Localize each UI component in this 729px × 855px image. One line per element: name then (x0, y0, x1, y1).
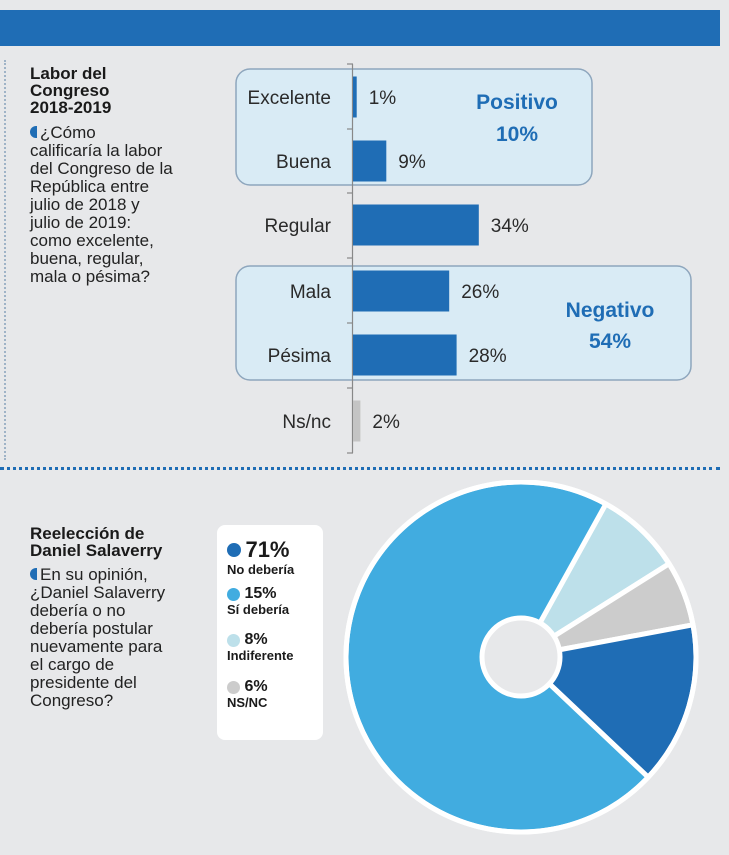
q1-question-line: del Congreso de la (30, 159, 173, 178)
legend-value: 71% (245, 537, 290, 562)
section-separator (0, 467, 720, 470)
q1-title-line: Labor del (30, 64, 107, 83)
q2-title-line: Daniel Salaverry (30, 541, 163, 560)
half-circle-icon (30, 126, 37, 138)
header-banner (0, 10, 720, 46)
category-label: Excelente (248, 88, 331, 109)
legend-label: Indiferente (227, 648, 294, 664)
q2-title: Reelección de Daniel Salaverry (30, 525, 162, 559)
group-value: 54% (589, 330, 631, 353)
q2-title-line: Reelección de (30, 524, 145, 543)
value-label: 34% (491, 216, 529, 237)
q1-question-line: mala o pésima? (30, 267, 151, 286)
q1-title: Labor del Congreso 2018-2019 (30, 65, 111, 116)
q1-question-line: ¿Cómo (40, 123, 96, 142)
bar (353, 76, 357, 118)
q2-question-line: debería postular (30, 619, 153, 638)
legend-item: 15% Sí debería (227, 585, 289, 617)
legend-value: 15% (244, 585, 277, 602)
bar-chart: Positivo 10% Negativo 54% Excelente 1% Buena 9%… (235, 63, 692, 454)
legend-dot (227, 543, 241, 557)
q1-title-line: 2018-2019 (30, 98, 112, 117)
q2-question-line: En su opinión, (40, 565, 148, 584)
legend-dot (227, 587, 240, 601)
q1-question-line: calificaría la labor (30, 141, 163, 160)
legend-item: 6% NS/NC (227, 678, 268, 710)
bar (353, 400, 361, 442)
bar (353, 140, 387, 182)
q1-question-line: buena, regular, (30, 249, 144, 268)
bar (353, 334, 457, 376)
value-label: 9% (398, 152, 426, 173)
value-label: 26% (461, 282, 499, 303)
group-label: Positivo (476, 91, 558, 114)
left-dotted-rule (4, 60, 6, 460)
q1-question-line: julio de 2018 y (30, 195, 140, 214)
legend-dot (227, 633, 240, 647)
legend-label: No debería (227, 562, 295, 577)
legend-dot (227, 680, 240, 694)
value-label: 1% (369, 88, 397, 109)
legend-value: 8% (244, 631, 268, 648)
legend-item: 71% No debería (227, 537, 294, 577)
value-label: 2% (372, 412, 400, 433)
legend-label: Sí debería (227, 602, 290, 618)
q2-question-line: debería o no (30, 601, 126, 620)
group-box (235, 68, 593, 186)
q2-question: En su opinión, ¿Daniel Salaverry debería… (30, 566, 165, 710)
group-box (235, 265, 692, 381)
donut-chart (343, 480, 699, 835)
category-label: Buena (276, 152, 331, 173)
q2-question-line: el cargo de (30, 655, 115, 674)
half-circle-icon (30, 568, 37, 580)
q1-question-line: como excelente, (30, 231, 154, 250)
q1-title-line: Congreso (30, 81, 110, 100)
category-label: Pésima (268, 346, 332, 367)
value-label: 28% (469, 346, 507, 367)
legend-item: 8% Indiferente (227, 631, 293, 663)
q1-question: ¿Cómo calificaría la labor del Congreso … (30, 124, 173, 286)
group-value: 10% (496, 123, 538, 146)
group-label: Negativo (566, 299, 655, 322)
q1-question-line: República entre (30, 177, 150, 196)
q2-question-line: ¿Daniel Salaverry (30, 583, 166, 602)
pie-legend: 71% No debería 15% Sí debería 8% Indifer… (217, 525, 323, 740)
category-label: Mala (290, 282, 332, 303)
donut-hole (479, 615, 563, 699)
q2-question-line: Congreso? (30, 691, 114, 710)
donut-outline (343, 480, 699, 835)
legend-value: 6% (244, 678, 268, 695)
legend-label: NS/NC (227, 695, 268, 711)
q1-question-line: julio de 2019: (30, 213, 132, 232)
bar (353, 270, 450, 312)
q2-question-line: presidente del (30, 673, 137, 692)
category-label: Ns/nc (282, 412, 331, 433)
bar (353, 204, 479, 246)
category-label: Regular (264, 216, 331, 237)
q2-question-line: nuevamente para (30, 637, 163, 656)
